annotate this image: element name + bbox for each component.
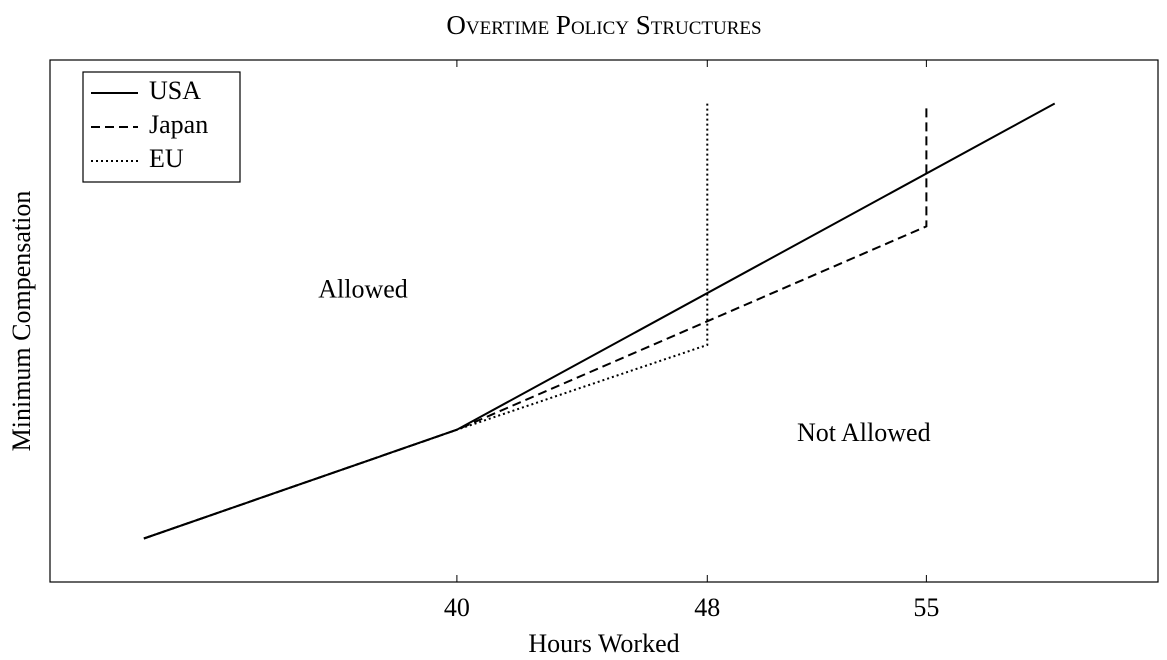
annotation: Not Allowed: [797, 418, 931, 447]
chart-title: Overtime Policy Structures: [446, 10, 761, 40]
line-series: [143, 103, 928, 540]
line-series: [143, 102, 1056, 540]
y-axis-label: Minimum Compensation: [7, 191, 36, 452]
plot-frame: [49, 59, 1159, 583]
legend-label: USA: [149, 76, 201, 105]
x-tick-label: 40: [444, 593, 470, 622]
legend-label: EU: [149, 144, 184, 173]
legend-label: Japan: [149, 110, 208, 139]
annotation: Allowed: [318, 275, 408, 304]
x-axis-label: Hours Worked: [528, 629, 679, 658]
x-tick-label: 55: [913, 593, 939, 622]
x-tick-label: 48: [694, 593, 720, 622]
line-series: [143, 103, 709, 540]
